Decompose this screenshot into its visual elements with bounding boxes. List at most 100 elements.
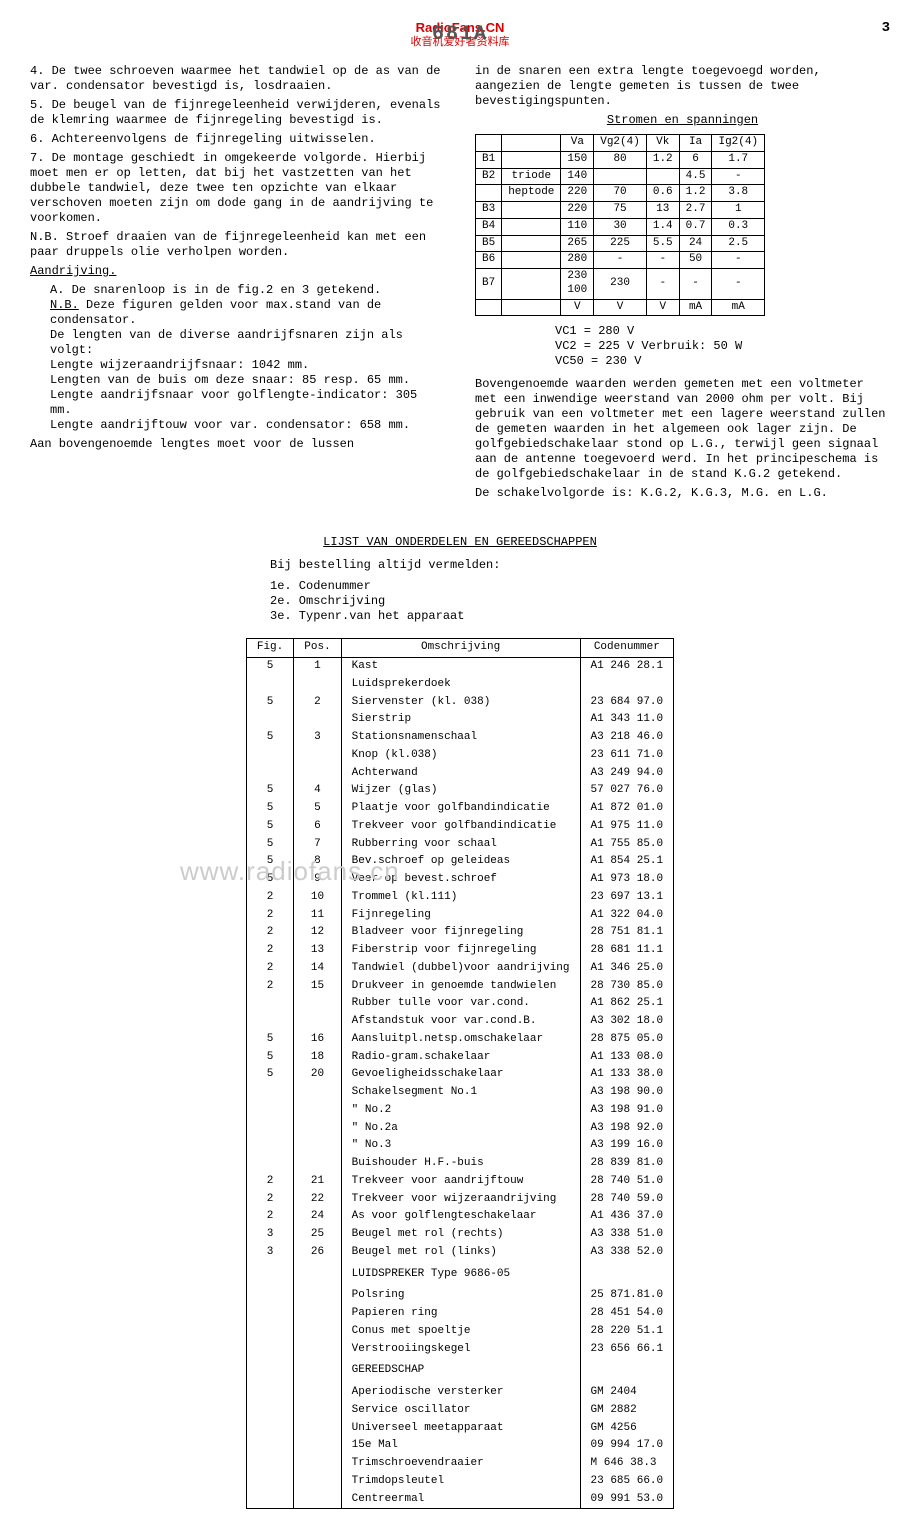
parts-cell: A3 338 51.0 bbox=[580, 1226, 674, 1244]
meas-cell: - bbox=[712, 168, 765, 185]
parts-cell: GM 4256 bbox=[580, 1420, 674, 1438]
parts-cell: A3 198 90.0 bbox=[580, 1084, 674, 1102]
parts-cell: Aansluitpl.netsp.omschakelaar bbox=[341, 1031, 580, 1049]
sub-item: 2e. Omschrijving bbox=[270, 594, 890, 609]
parts-section: LIJST VAN ONDERDELEN EN GEREEDSCHAPPEN B… bbox=[30, 535, 890, 1509]
parts-cell: 23 656 66.1 bbox=[580, 1341, 674, 1359]
meas-cell: - bbox=[679, 269, 712, 300]
parts-cell bbox=[294, 1120, 341, 1138]
meas-cell: 220 bbox=[561, 202, 594, 219]
aandrijving-line: Lengte aandrijftouw voor var. condensato… bbox=[50, 418, 445, 433]
parts-cell: GEREEDSCHAP bbox=[341, 1362, 580, 1380]
parts-sub-items: 1e. Codenummer2e. Omschrijving3e. Typenr… bbox=[270, 579, 890, 624]
parts-cell bbox=[294, 1473, 341, 1491]
parts-cell: A1 975 11.0 bbox=[580, 818, 674, 836]
parts-title: LIJST VAN ONDERDELEN EN GEREEDSCHAPPEN bbox=[30, 535, 890, 550]
parts-cell bbox=[246, 1305, 293, 1323]
meas-cell: 3.8 bbox=[712, 185, 765, 202]
page-number: 3 bbox=[882, 20, 890, 38]
meas-cell: 24 bbox=[679, 235, 712, 252]
parts-cell: Luidsprekerdoek bbox=[341, 676, 580, 694]
parts-cell: Trimschroevendraaier bbox=[341, 1455, 580, 1473]
parts-cell: Universeel meetapparaat bbox=[341, 1420, 580, 1438]
parts-cell: Sierstrip bbox=[341, 711, 580, 729]
parts-cell bbox=[294, 1084, 341, 1102]
parts-cell: Beugel met rol (rechts) bbox=[341, 1226, 580, 1244]
meas-cell: 70 bbox=[594, 185, 647, 202]
parts-cell: 25 871.81.0 bbox=[580, 1287, 674, 1305]
parts-cell bbox=[246, 1437, 293, 1455]
sub-item: 1e. Codenummer bbox=[270, 579, 890, 594]
parts-cell: 23 697 13.1 bbox=[580, 889, 674, 907]
meas-cell: - bbox=[712, 269, 765, 300]
parts-cell: A3 199 16.0 bbox=[580, 1137, 674, 1155]
parts-cell: 5 bbox=[246, 818, 293, 836]
meas-cell: 0.6 bbox=[646, 185, 679, 202]
parts-cell: M 646 38.3 bbox=[580, 1455, 674, 1473]
parts-cell: 28 681 11.1 bbox=[580, 942, 674, 960]
vc-line: VC2 = 225 V Verbruik: 50 W bbox=[555, 339, 890, 354]
parts-cell: Conus met spoeltje bbox=[341, 1323, 580, 1341]
meas-cell: heptode bbox=[502, 185, 561, 202]
meas-cell: B1 bbox=[476, 151, 502, 168]
parts-table: Fig.Pos.OmschrijvingCodenummer51KastA1 2… bbox=[246, 638, 674, 1509]
parts-cell bbox=[294, 765, 341, 783]
sub-item: 3e. Typenr.van het apparaat bbox=[270, 609, 890, 624]
meas-cell: 1.4 bbox=[646, 218, 679, 235]
parts-cell: Fiberstrip voor fijnregeling bbox=[341, 942, 580, 960]
parts-cell bbox=[246, 1084, 293, 1102]
parts-cell bbox=[246, 711, 293, 729]
parts-cell: A1 322 04.0 bbox=[580, 907, 674, 925]
aandrijving-line: Lengte aandrijfsnaar voor golflengte-ind… bbox=[50, 388, 445, 418]
parts-cell: 5 bbox=[246, 800, 293, 818]
parts-cell: " No.3 bbox=[341, 1137, 580, 1155]
meas-header: Ig2(4) bbox=[712, 135, 765, 152]
parts-cell: Plaatje voor golfbandindicatie bbox=[341, 800, 580, 818]
parts-cell: 6 bbox=[294, 818, 341, 836]
parts-cell: 5 bbox=[294, 800, 341, 818]
meas-cell: 140 bbox=[561, 168, 594, 185]
parts-cell bbox=[246, 1362, 293, 1380]
parts-cell: Trimdopsleutel bbox=[341, 1473, 580, 1491]
parts-cell: Bev.schroef op geleideas bbox=[341, 853, 580, 871]
parts-cell: 3 bbox=[246, 1226, 293, 1244]
parts-cell: Papieren ring bbox=[341, 1305, 580, 1323]
meas-cell: - bbox=[594, 252, 647, 269]
meas-cell: 50 bbox=[679, 252, 712, 269]
meas-cell: 2.7 bbox=[679, 202, 712, 219]
parts-cell bbox=[580, 676, 674, 694]
parts-cell: 28 875 05.0 bbox=[580, 1031, 674, 1049]
parts-cell: Drukveer in genoemde tandwielen bbox=[341, 978, 580, 996]
parts-cell: 09 991 53.0 bbox=[580, 1491, 674, 1509]
meas-cell bbox=[594, 168, 647, 185]
meas-cell: V bbox=[646, 299, 679, 316]
meas-cell bbox=[502, 151, 561, 168]
parts-cell bbox=[294, 1491, 341, 1509]
parts-cell bbox=[246, 1102, 293, 1120]
meas-cell: - bbox=[646, 252, 679, 269]
parts-cell: Rubberring voor schaal bbox=[341, 836, 580, 854]
meas-cell: 13 bbox=[646, 202, 679, 219]
parts-cell: 7 bbox=[294, 836, 341, 854]
parts-cell bbox=[294, 1287, 341, 1305]
parts-cell: 11 bbox=[294, 907, 341, 925]
parts-cell: Kast bbox=[341, 658, 580, 676]
parts-cell: 5 bbox=[246, 729, 293, 747]
meas-cell: 265 bbox=[561, 235, 594, 252]
parts-cell: 1 bbox=[294, 658, 341, 676]
parts-cell bbox=[294, 995, 341, 1013]
parts-cell: 2 bbox=[246, 907, 293, 925]
meas-cell bbox=[502, 299, 561, 316]
parts-cell: A1 854 25.1 bbox=[580, 853, 674, 871]
right-column: in de snaren een extra lengte toegevoegd… bbox=[475, 60, 890, 505]
parts-cell: A1 862 25.1 bbox=[580, 995, 674, 1013]
meas-cell: 1.2 bbox=[646, 151, 679, 168]
parts-cell: A1 343 11.0 bbox=[580, 711, 674, 729]
parts-cell: 5 bbox=[246, 836, 293, 854]
parts-cell: 18 bbox=[294, 1049, 341, 1067]
parts-cell: 28 220 51.1 bbox=[580, 1323, 674, 1341]
parts-header: Pos. bbox=[294, 639, 341, 658]
meas-cell: 0.7 bbox=[679, 218, 712, 235]
parts-cell: Trekveer voor golfbandindicatie bbox=[341, 818, 580, 836]
meas-cell: 5.5 bbox=[646, 235, 679, 252]
